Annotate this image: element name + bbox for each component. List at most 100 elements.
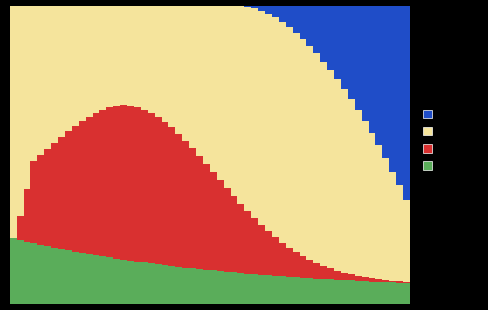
- Bar: [230, 6, 238, 196]
- Bar: [238, 204, 244, 273]
- Bar: [327, 70, 334, 268]
- Bar: [17, 6, 23, 216]
- Bar: [17, 240, 23, 304]
- Bar: [251, 8, 258, 218]
- Bar: [238, 273, 244, 304]
- Bar: [348, 281, 355, 304]
- Bar: [348, 6, 355, 99]
- Bar: [93, 6, 100, 113]
- Bar: [403, 282, 410, 283]
- Bar: [286, 277, 293, 304]
- Bar: [189, 148, 196, 268]
- Bar: [182, 268, 189, 304]
- Bar: [155, 264, 162, 304]
- Bar: [127, 6, 134, 106]
- Bar: [38, 6, 44, 155]
- Bar: [182, 141, 189, 268]
- Bar: [286, 248, 293, 277]
- Bar: [51, 6, 58, 143]
- Bar: [320, 266, 327, 279]
- Bar: [168, 266, 175, 304]
- Bar: [327, 268, 334, 279]
- Bar: [72, 126, 79, 252]
- Bar: [203, 164, 210, 270]
- Bar: [341, 280, 348, 304]
- Bar: [72, 6, 79, 126]
- Bar: [30, 6, 38, 161]
- Bar: [258, 225, 265, 275]
- Bar: [17, 216, 23, 240]
- Bar: [238, 6, 244, 204]
- Bar: [134, 262, 141, 304]
- Bar: [113, 106, 120, 259]
- Bar: [306, 278, 313, 304]
- Bar: [355, 6, 362, 110]
- Bar: [258, 275, 265, 304]
- Bar: [244, 7, 251, 211]
- Bar: [93, 113, 100, 255]
- Bar: [148, 6, 155, 113]
- Bar: [100, 6, 106, 110]
- Bar: [10, 238, 17, 304]
- Bar: [210, 6, 217, 172]
- Bar: [251, 218, 258, 274]
- Bar: [403, 6, 410, 200]
- Bar: [382, 280, 389, 282]
- Bar: [100, 256, 106, 304]
- Bar: [368, 278, 375, 281]
- Bar: [306, 46, 313, 260]
- Bar: [79, 121, 86, 253]
- Bar: [362, 281, 368, 304]
- Bar: [396, 185, 403, 281]
- Bar: [258, 6, 265, 11]
- Bar: [189, 268, 196, 304]
- Bar: [168, 127, 175, 266]
- Bar: [251, 6, 258, 8]
- Bar: [58, 6, 65, 137]
- Bar: [23, 241, 30, 304]
- Bar: [313, 6, 320, 53]
- Bar: [10, 6, 17, 238]
- Bar: [403, 200, 410, 282]
- Bar: [389, 281, 396, 282]
- Bar: [300, 39, 306, 256]
- Bar: [265, 6, 272, 14]
- Bar: [389, 6, 396, 171]
- Bar: [244, 211, 251, 274]
- Bar: [272, 237, 279, 276]
- Bar: [203, 6, 210, 164]
- Bar: [313, 279, 320, 304]
- Bar: [224, 272, 230, 304]
- Bar: [86, 254, 93, 304]
- Bar: [189, 6, 196, 148]
- Bar: [217, 271, 224, 304]
- Bar: [334, 271, 341, 280]
- Bar: [203, 270, 210, 304]
- Bar: [224, 6, 230, 188]
- Bar: [106, 6, 113, 107]
- Bar: [300, 6, 306, 39]
- Bar: [334, 6, 341, 79]
- Bar: [44, 6, 51, 149]
- Bar: [86, 6, 93, 117]
- Bar: [65, 131, 72, 250]
- Bar: [44, 246, 51, 304]
- Bar: [313, 263, 320, 279]
- Bar: [134, 6, 141, 107]
- Bar: [44, 149, 51, 246]
- Bar: [382, 6, 389, 158]
- Bar: [30, 243, 38, 304]
- Bar: [51, 143, 58, 248]
- Bar: [279, 243, 286, 276]
- Bar: [348, 99, 355, 274]
- Bar: [334, 280, 341, 304]
- Bar: [86, 117, 93, 254]
- Bar: [375, 145, 382, 279]
- Bar: [389, 282, 396, 304]
- Bar: [210, 270, 217, 304]
- Bar: [162, 6, 168, 122]
- Bar: [65, 6, 72, 131]
- Bar: [313, 53, 320, 263]
- Bar: [175, 134, 182, 267]
- Bar: [265, 14, 272, 231]
